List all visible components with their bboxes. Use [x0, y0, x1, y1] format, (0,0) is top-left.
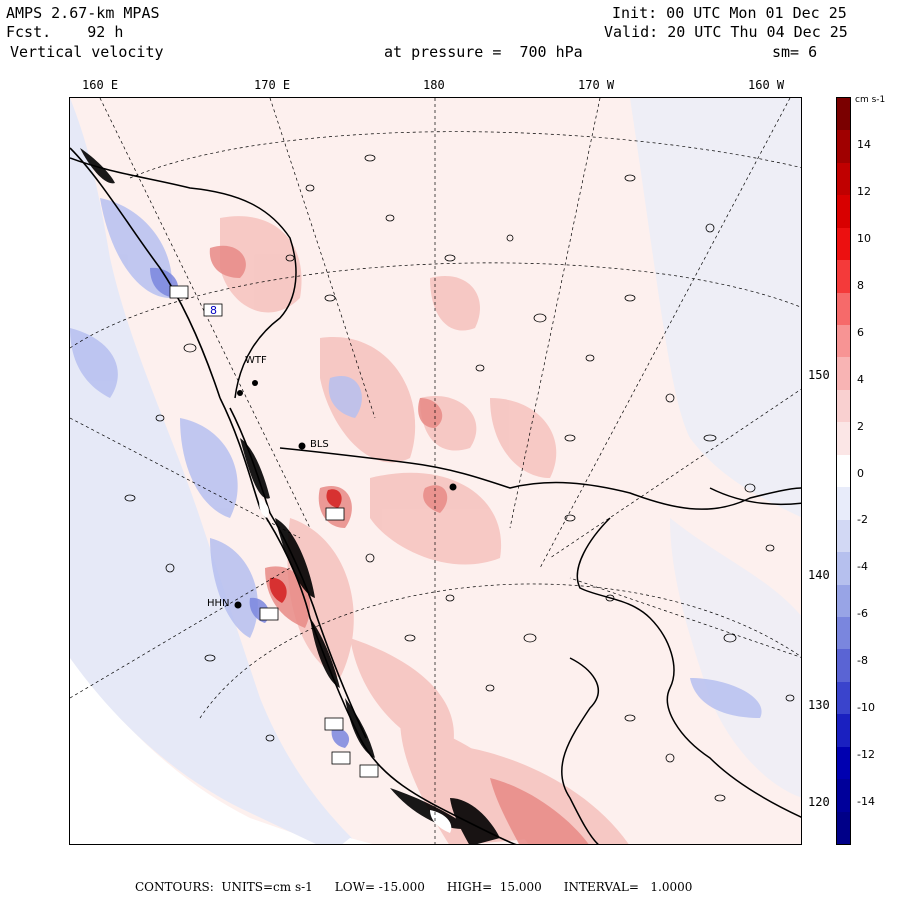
color-bar-segment [837, 325, 850, 358]
color-bar-segment [837, 616, 850, 650]
color-bar-segment [837, 260, 850, 294]
field-name: Vertical velocity [10, 43, 164, 61]
color-bar-tick-label: -10 [857, 701, 875, 715]
footer-low: LOW= -15.000 [334, 880, 425, 894]
color-bar-segment [837, 487, 850, 521]
station-hhn: HHN [207, 598, 230, 609]
color-bar-tick-label: 8 [857, 278, 864, 292]
color-bar-tick-label: 14 [857, 138, 871, 151]
model-name: AMPS 2.67-km MPAS [6, 4, 160, 22]
footer: CONTOURS: UNITS=cm s-1 LOW= -15.000 HIGH= … [135, 880, 714, 894]
forecast-hour: Fcst. 92 h [6, 23, 124, 41]
color-bar-tick-label: -4 [857, 560, 868, 574]
station-wtf: WTF [245, 355, 267, 366]
lon-label-160w: 160 W [748, 78, 785, 92]
color-bar-segment [837, 552, 850, 585]
color-bar-tick-label: -6 [857, 607, 868, 621]
color-bar-segment [837, 357, 850, 391]
map-canvas: 8 [70, 98, 801, 844]
color-bar-segment [837, 130, 850, 164]
lon-label-170w: 170 W [578, 78, 615, 92]
color-bar-segment [837, 714, 850, 748]
color-bar-tick-label: 2 [857, 419, 864, 433]
color-bar-tick-label: 0 [857, 466, 864, 480]
smoothing: sm= 6 [772, 43, 818, 61]
lat-label-130w: 130 W [808, 698, 845, 712]
color-bar-unit: cm s-1 [855, 95, 886, 105]
color-bar-segment [837, 746, 850, 780]
svg-text:8: 8 [210, 304, 217, 317]
color-bar-segment [837, 162, 850, 196]
color-bar-segment [837, 195, 850, 229]
color-bar-segment [837, 519, 850, 553]
footer-interval: INTERVAL= 1.0000 [563, 880, 693, 894]
color-bar-segment [837, 584, 850, 618]
color-bar-tick-label: -2 [857, 513, 868, 527]
color-bar-tick-label: -12 [857, 748, 875, 762]
color-bar-segment [837, 98, 850, 131]
color-bar-segment [837, 649, 850, 683]
lon-label-170e: 170 E [254, 78, 291, 92]
valid-time: Valid: 20 UTC Thu 04 Dec 25 [604, 23, 848, 41]
color-bar-tick-label: -8 [857, 654, 868, 668]
color-bar-tick-label: 4 [857, 372, 864, 386]
color-bar-segment [837, 292, 850, 326]
lon-label-160e: 160 E [82, 78, 119, 92]
footer-high: HIGH= 15.000 [446, 880, 542, 894]
color-bar-segment [837, 227, 850, 261]
pressure-level: at pressure = 700 hPa [384, 43, 583, 61]
color-bar-segment [837, 389, 850, 423]
color-bar-segment [837, 422, 850, 456]
color-bar-segment [837, 811, 850, 845]
color-bar [836, 97, 851, 845]
color-bar-segment [837, 681, 850, 715]
lon-label-180: 180 [423, 78, 445, 92]
footer-contours: CONTOURS: UNITS=cm s-1 [135, 880, 313, 894]
color-bar-tick-label: 10 [857, 231, 871, 245]
color-bar-tick-label: -14 [857, 795, 875, 808]
lat-label-120w: 120 W [808, 795, 845, 809]
station-bls: BLS [310, 439, 329, 450]
map-panel: 8 BLS HHN WTF [69, 97, 802, 845]
color-bar-segment [837, 454, 850, 488]
color-bar-tick-label: 12 [857, 184, 871, 198]
lat-label-140w: 140 W [808, 568, 845, 582]
color-bar-segment [837, 779, 850, 813]
lat-label-150w: 150 W [808, 368, 845, 382]
init-time: Init: 00 UTC Mon 01 Dec 25 [612, 4, 847, 22]
color-bar-tick-label: 6 [857, 325, 864, 339]
